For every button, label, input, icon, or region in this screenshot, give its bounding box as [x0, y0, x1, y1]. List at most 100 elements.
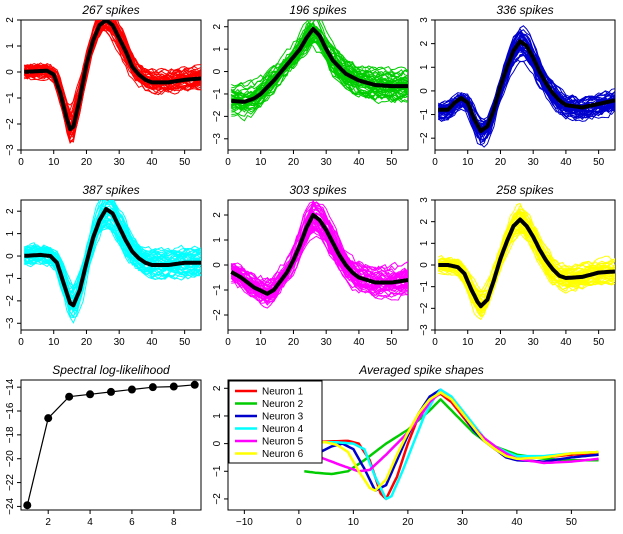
x-tick-label: 10 — [462, 157, 474, 168]
chart-panel-4: 0 10 20 30 40 50 −3 −2 −1 0 1 2 387 spikes — [5, 183, 202, 348]
y-tick-label: −1 — [5, 92, 16, 104]
y-tick-label: −1 — [5, 272, 16, 284]
likelihood-line — [26, 384, 195, 506]
y-tick-label: −2 — [212, 309, 223, 321]
spike-trace — [230, 231, 408, 291]
chart-title: Spectral log-likelihood — [52, 363, 170, 377]
y-tick-label: 0 — [212, 262, 223, 268]
x-tick-label: 40 — [560, 337, 572, 348]
chart-title: 258 spikes — [495, 183, 553, 197]
likelihood-point — [190, 380, 199, 389]
series-line-4 — [304, 388, 599, 501]
x-tick-label: 30 — [321, 337, 333, 348]
mean-waveform — [23, 20, 201, 132]
y-tick-label: 2 — [5, 208, 16, 214]
spike-trace — [230, 212, 408, 287]
likelihood-point — [44, 414, 53, 423]
x-tick-label: 20 — [81, 337, 93, 348]
y-tick-label: −2 — [5, 295, 16, 307]
x-tick-label: 10 — [48, 157, 60, 168]
mean-waveform — [23, 207, 201, 308]
y-tick-label: −2 — [5, 118, 16, 130]
y-tick-label: −2 — [419, 132, 430, 144]
chart-panel-1: 0 10 20 30 40 50 −3 −2 −1 0 1 2 267 spikes — [5, 3, 202, 168]
x-tick-label: 0 — [18, 157, 24, 168]
spike-trace — [438, 46, 615, 138]
y-tick-label: 2 — [212, 385, 223, 391]
y-tick-label: 1 — [212, 46, 223, 52]
legend-label: Neuron 4 — [262, 424, 304, 435]
y-tick-label: −1 — [419, 281, 430, 293]
chart-title: 387 spikes — [82, 183, 139, 197]
x-tick-label: 20 — [81, 157, 93, 168]
x-tick-label: 50 — [386, 157, 398, 168]
spike-trace — [231, 33, 408, 91]
plot-frame — [20, 379, 202, 511]
x-tick-label: 6 — [129, 517, 135, 528]
plot-area — [23, 380, 199, 510]
spike-trace — [438, 32, 615, 146]
legend-label: Neuron 2 — [262, 399, 304, 410]
mean-waveform — [230, 27, 408, 104]
chart-title: 267 spikes — [81, 3, 139, 17]
chart-title: 303 spikes — [289, 183, 346, 197]
x-tick-label: 10 — [462, 337, 474, 348]
y-tick-label: 3 — [419, 17, 430, 23]
series-line-2 — [304, 398, 599, 476]
series-line-6 — [304, 391, 599, 492]
legend-label: Neuron 6 — [262, 449, 304, 460]
plot-area — [303, 388, 599, 501]
y-tick-label: 0 — [419, 262, 430, 268]
spike-trace — [231, 39, 408, 109]
y-tick-label: 0 — [212, 68, 223, 74]
chart-title: 196 spikes — [289, 3, 346, 17]
chart-panel-5: 0 10 20 30 40 50 −2 −1 0 1 2 303 spikes — [212, 183, 409, 348]
x-tick-label: 30 — [114, 337, 126, 348]
spike-trace — [437, 50, 615, 134]
plot-area — [437, 25, 615, 148]
plot-area — [437, 202, 615, 321]
y-tick-label: −24 — [5, 498, 16, 515]
x-tick-label: 40 — [146, 337, 158, 348]
chart-panel-7: 2 4 6 8 −24 −22 −20 −18 −16 −14 Spectral log-likel… — [5, 363, 202, 528]
spike-trace — [231, 216, 408, 286]
x-tick-label: 20 — [495, 157, 507, 168]
y-tick-label: −3 — [5, 144, 16, 156]
x-tick-label: 50 — [593, 337, 605, 348]
plot-area — [230, 20, 408, 122]
y-tick-label: −2 — [212, 110, 223, 122]
spike-trace — [438, 38, 615, 135]
x-tick-label: 4 — [87, 517, 93, 528]
legend-label: Neuron 5 — [262, 437, 304, 448]
chart-title: Averaged spike shapes — [358, 363, 484, 377]
x-tick-label: 30 — [528, 337, 540, 348]
y-tick-label: 1 — [212, 413, 223, 419]
x-tick-label: 0 — [225, 337, 231, 348]
x-tick-label: 20 — [288, 157, 300, 168]
chart-panel-2: 0 10 20 30 40 50 −3 −2 −1 0 1 2 196 spikes — [212, 3, 409, 168]
legend-label: Neuron 3 — [262, 412, 304, 423]
y-tick-label: 2 — [419, 218, 430, 224]
x-tick-label: 30 — [457, 517, 469, 528]
x-tick-label: 0 — [432, 337, 438, 348]
spike-trace — [437, 48, 615, 134]
x-tick-label: 0 — [225, 157, 231, 168]
y-tick-label: −3 — [419, 324, 430, 336]
plot-area — [23, 200, 201, 324]
chart-panel-6: 0 10 20 30 40 50 −3 −2 −1 0 1 2 3 258 spikes — [419, 183, 616, 348]
spike-trace — [438, 216, 615, 317]
y-tick-label: −16 — [5, 402, 16, 419]
y-tick-label: −22 — [5, 474, 16, 491]
plot-frame — [20, 19, 202, 151]
x-tick-label: 40 — [353, 157, 365, 168]
x-tick-label: 10 — [255, 157, 267, 168]
y-tick-label: −1 — [419, 108, 430, 120]
x-tick-label: 20 — [495, 337, 507, 348]
x-tick-label: 50 — [593, 157, 605, 168]
mean-waveform — [437, 39, 615, 134]
x-tick-label: 50 — [179, 157, 191, 168]
y-tick-label: 2 — [5, 17, 16, 23]
y-tick-label: −3 — [5, 317, 16, 329]
x-tick-label: 20 — [402, 517, 414, 528]
